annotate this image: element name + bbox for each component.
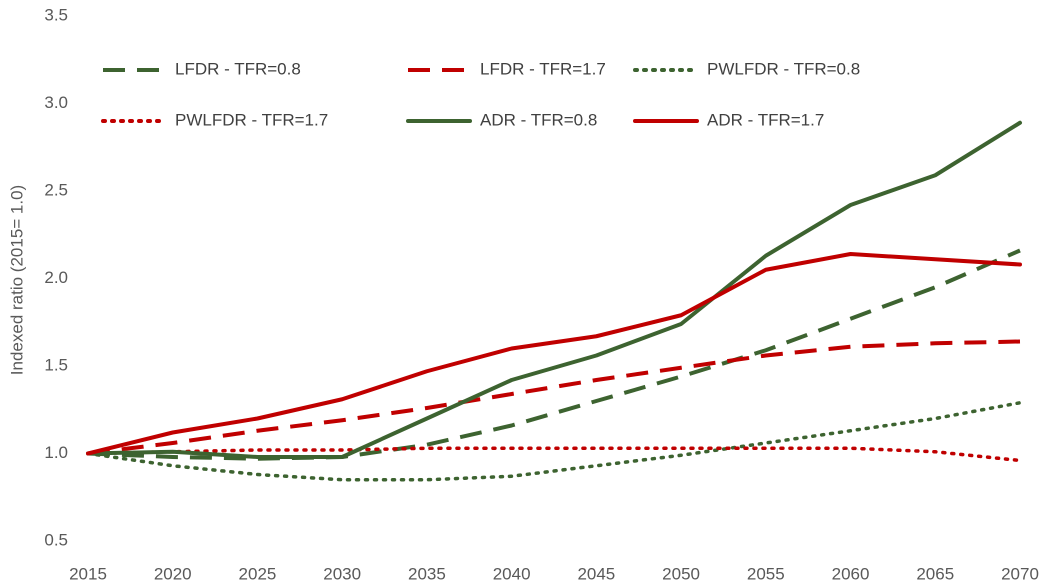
x-tick-label: 2030 — [323, 564, 361, 583]
y-tick-label: 3.0 — [44, 93, 68, 112]
series-line — [86, 446, 1022, 463]
x-tick-label: 2065 — [916, 564, 954, 583]
legend-label: ADR - TFR=0.8 — [480, 110, 597, 129]
series-line — [86, 252, 1022, 456]
legend-label: PWLFDR - TFR=1.7 — [175, 110, 328, 129]
y-axis-label: Indexed ratio (2015= 1.0) — [7, 185, 26, 375]
x-tick-label: 2015 — [69, 564, 107, 583]
y-tick-label: 3.5 — [44, 5, 68, 24]
series-line — [86, 401, 1022, 482]
legend-label: LFDR - TFR=0.8 — [175, 59, 301, 78]
legend-label: PWLFDR - TFR=0.8 — [707, 59, 860, 78]
x-tick-label: 2055 — [747, 564, 785, 583]
y-tick-label: 1.5 — [44, 355, 68, 374]
y-tick-label: 2.5 — [44, 180, 68, 199]
x-tick-label: 2060 — [832, 564, 870, 583]
series-line — [87, 248, 1021, 461]
x-tick-label: 2025 — [239, 564, 277, 583]
x-tick-label: 2050 — [662, 564, 700, 583]
x-tick-label: 2035 — [408, 564, 446, 583]
legend-label: LFDR - TFR=1.7 — [480, 59, 606, 78]
series-line — [87, 339, 1021, 456]
x-tick-label: 2045 — [577, 564, 615, 583]
y-tick-label: 2.0 — [44, 268, 68, 287]
x-tick-label: 2020 — [154, 564, 192, 583]
legend-label: ADR - TFR=1.7 — [707, 110, 824, 129]
x-tick-label: 2040 — [493, 564, 531, 583]
y-tick-label: 1.0 — [44, 443, 68, 462]
x-tick-label: 2070 — [1001, 564, 1039, 583]
y-tick-label: 0.5 — [44, 530, 68, 549]
series-line — [86, 120, 1022, 459]
